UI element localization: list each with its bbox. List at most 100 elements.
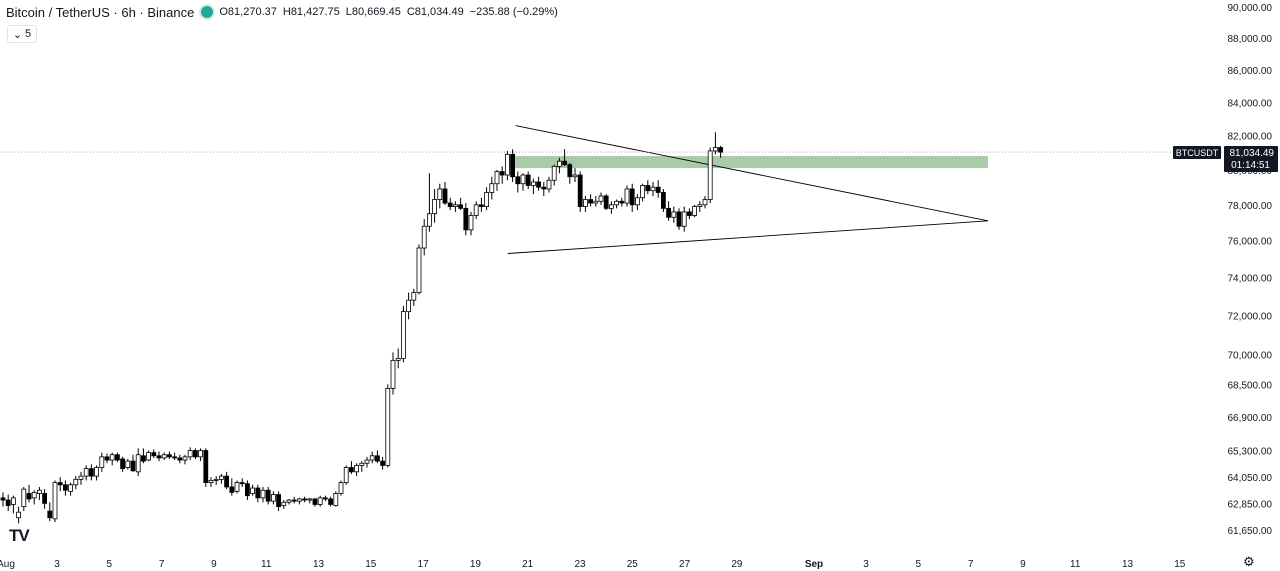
- price-tick-label: 72,000.00: [1228, 311, 1273, 322]
- candles-layer: [0, 132, 723, 524]
- time-tick-label: 27: [679, 559, 691, 570]
- candle-down: [676, 211, 682, 227]
- candle-up: [10, 497, 16, 505]
- close-label: C: [406, 6, 415, 18]
- candle-down: [156, 455, 162, 459]
- time-tick-label: 3: [54, 559, 60, 570]
- close-value: C81,034.49: [406, 6, 464, 18]
- candle-up: [52, 482, 58, 520]
- high-value: H81,427.75: [282, 6, 340, 18]
- candle-up: [359, 462, 365, 466]
- candle-down: [203, 450, 209, 484]
- candle-down: [525, 174, 531, 186]
- candle-up: [614, 200, 619, 206]
- price-tick-label: 61,650.00: [1228, 526, 1273, 537]
- resistance-zone[interactable]: [507, 156, 988, 169]
- candle-up: [692, 206, 697, 216]
- candle-down: [645, 185, 651, 192]
- candle-up: [473, 204, 479, 216]
- candle-down: [229, 486, 235, 493]
- candle-up: [494, 171, 500, 185]
- change-value: −235.88 (−0.29%): [469, 6, 558, 18]
- time-tick-label: 3: [863, 559, 869, 570]
- candle-up: [395, 357, 401, 361]
- time-tick-label: 5: [916, 559, 922, 570]
- candle-down: [499, 171, 505, 176]
- candle-down: [536, 181, 541, 188]
- candle-down: [567, 164, 573, 178]
- candle-up: [338, 482, 344, 494]
- low-label: L: [345, 6, 352, 18]
- time-tick-label: 5: [107, 559, 113, 570]
- candle-down: [510, 153, 516, 178]
- candle-down: [47, 510, 53, 519]
- candle-up: [713, 147, 718, 152]
- candle-down: [374, 455, 380, 462]
- time-tick-label: 29: [731, 559, 743, 570]
- candle-up: [609, 204, 614, 209]
- indicators-toggle-button[interactable]: ⌄ 5: [7, 25, 37, 43]
- candle-down: [312, 498, 318, 505]
- candle-up: [125, 460, 131, 468]
- settings-gear-icon[interactable]: ⚙: [1243, 554, 1255, 569]
- price-tick-label: 74,000.00: [1228, 274, 1273, 285]
- candle-up: [198, 450, 204, 458]
- candle-up: [286, 499, 292, 503]
- trendline-descending[interactable]: [515, 125, 989, 222]
- candle-up: [437, 188, 443, 200]
- candle-up: [593, 200, 599, 204]
- candle-down: [562, 160, 567, 166]
- candle-up: [250, 487, 256, 494]
- candle-down: [265, 489, 271, 502]
- candle-up: [707, 150, 713, 200]
- candle-up: [234, 482, 240, 492]
- bar-countdown: 01:14:51: [1231, 160, 1270, 171]
- price-tick-label: 68,500.00: [1228, 380, 1273, 391]
- indicator-count: 5: [25, 28, 32, 40]
- time-axis[interactable]: Aug 3 5 7 9 11 13 15 17 19 21 23 25 27 29 Sep 3 5 7 9 11 13 15: [0, 559, 1186, 570]
- candle-down: [458, 204, 464, 209]
- candle-up: [21, 488, 27, 508]
- candle-down: [255, 487, 261, 499]
- candle-up: [68, 484, 73, 492]
- candle-down: [5, 499, 11, 506]
- candle-down: [120, 458, 125, 470]
- candle-down: [577, 174, 583, 207]
- time-tick-label: 9: [211, 559, 217, 570]
- time-tick-label: 21: [522, 559, 534, 570]
- time-tick-label: Sep: [805, 559, 823, 570]
- low-value: L80,669.45: [345, 6, 401, 18]
- symbol-tag: BTCUSDT: [1176, 148, 1219, 158]
- candle-up: [109, 454, 115, 461]
- price-axis[interactable]: 90,000.00 88,000.00 86,000.00 84,000.00 82,0…: [1228, 3, 1273, 537]
- candle-down: [57, 482, 63, 486]
- candle-down: [276, 494, 282, 508]
- legend-header: Bitcoin / TetherUS · 6h · Binance O81,27…: [0, 0, 564, 24]
- time-tick-label: 11: [261, 559, 272, 570]
- candle-up: [489, 183, 495, 193]
- candle-up: [583, 199, 588, 207]
- symbol-title[interactable]: Bitcoin / TetherUS · 6h · Binance: [6, 4, 195, 20]
- price-tick-label: 62,850.00: [1228, 499, 1273, 510]
- time-tick-label: 13: [1122, 559, 1134, 570]
- candle-up: [218, 475, 224, 480]
- candle-up: [400, 311, 406, 359]
- candle-up: [16, 511, 22, 519]
- candle-up: [390, 359, 396, 389]
- trendline-ascending[interactable]: [507, 220, 989, 254]
- market-status-icon: [201, 6, 214, 18]
- tradingview-logo[interactable]: TV: [9, 526, 30, 545]
- price-tag-value: 81,034.49: [1230, 148, 1275, 159]
- time-tick-label: 7: [159, 559, 165, 570]
- candle-up: [78, 475, 84, 480]
- candle-down: [244, 483, 250, 497]
- price-tick-label: 70,000.00: [1228, 350, 1273, 361]
- time-tick-label: 15: [365, 559, 377, 570]
- candle-up: [484, 192, 490, 207]
- candle-up: [624, 188, 630, 204]
- candle-up: [681, 211, 687, 227]
- candle-down: [42, 493, 47, 504]
- candle-up: [307, 498, 313, 501]
